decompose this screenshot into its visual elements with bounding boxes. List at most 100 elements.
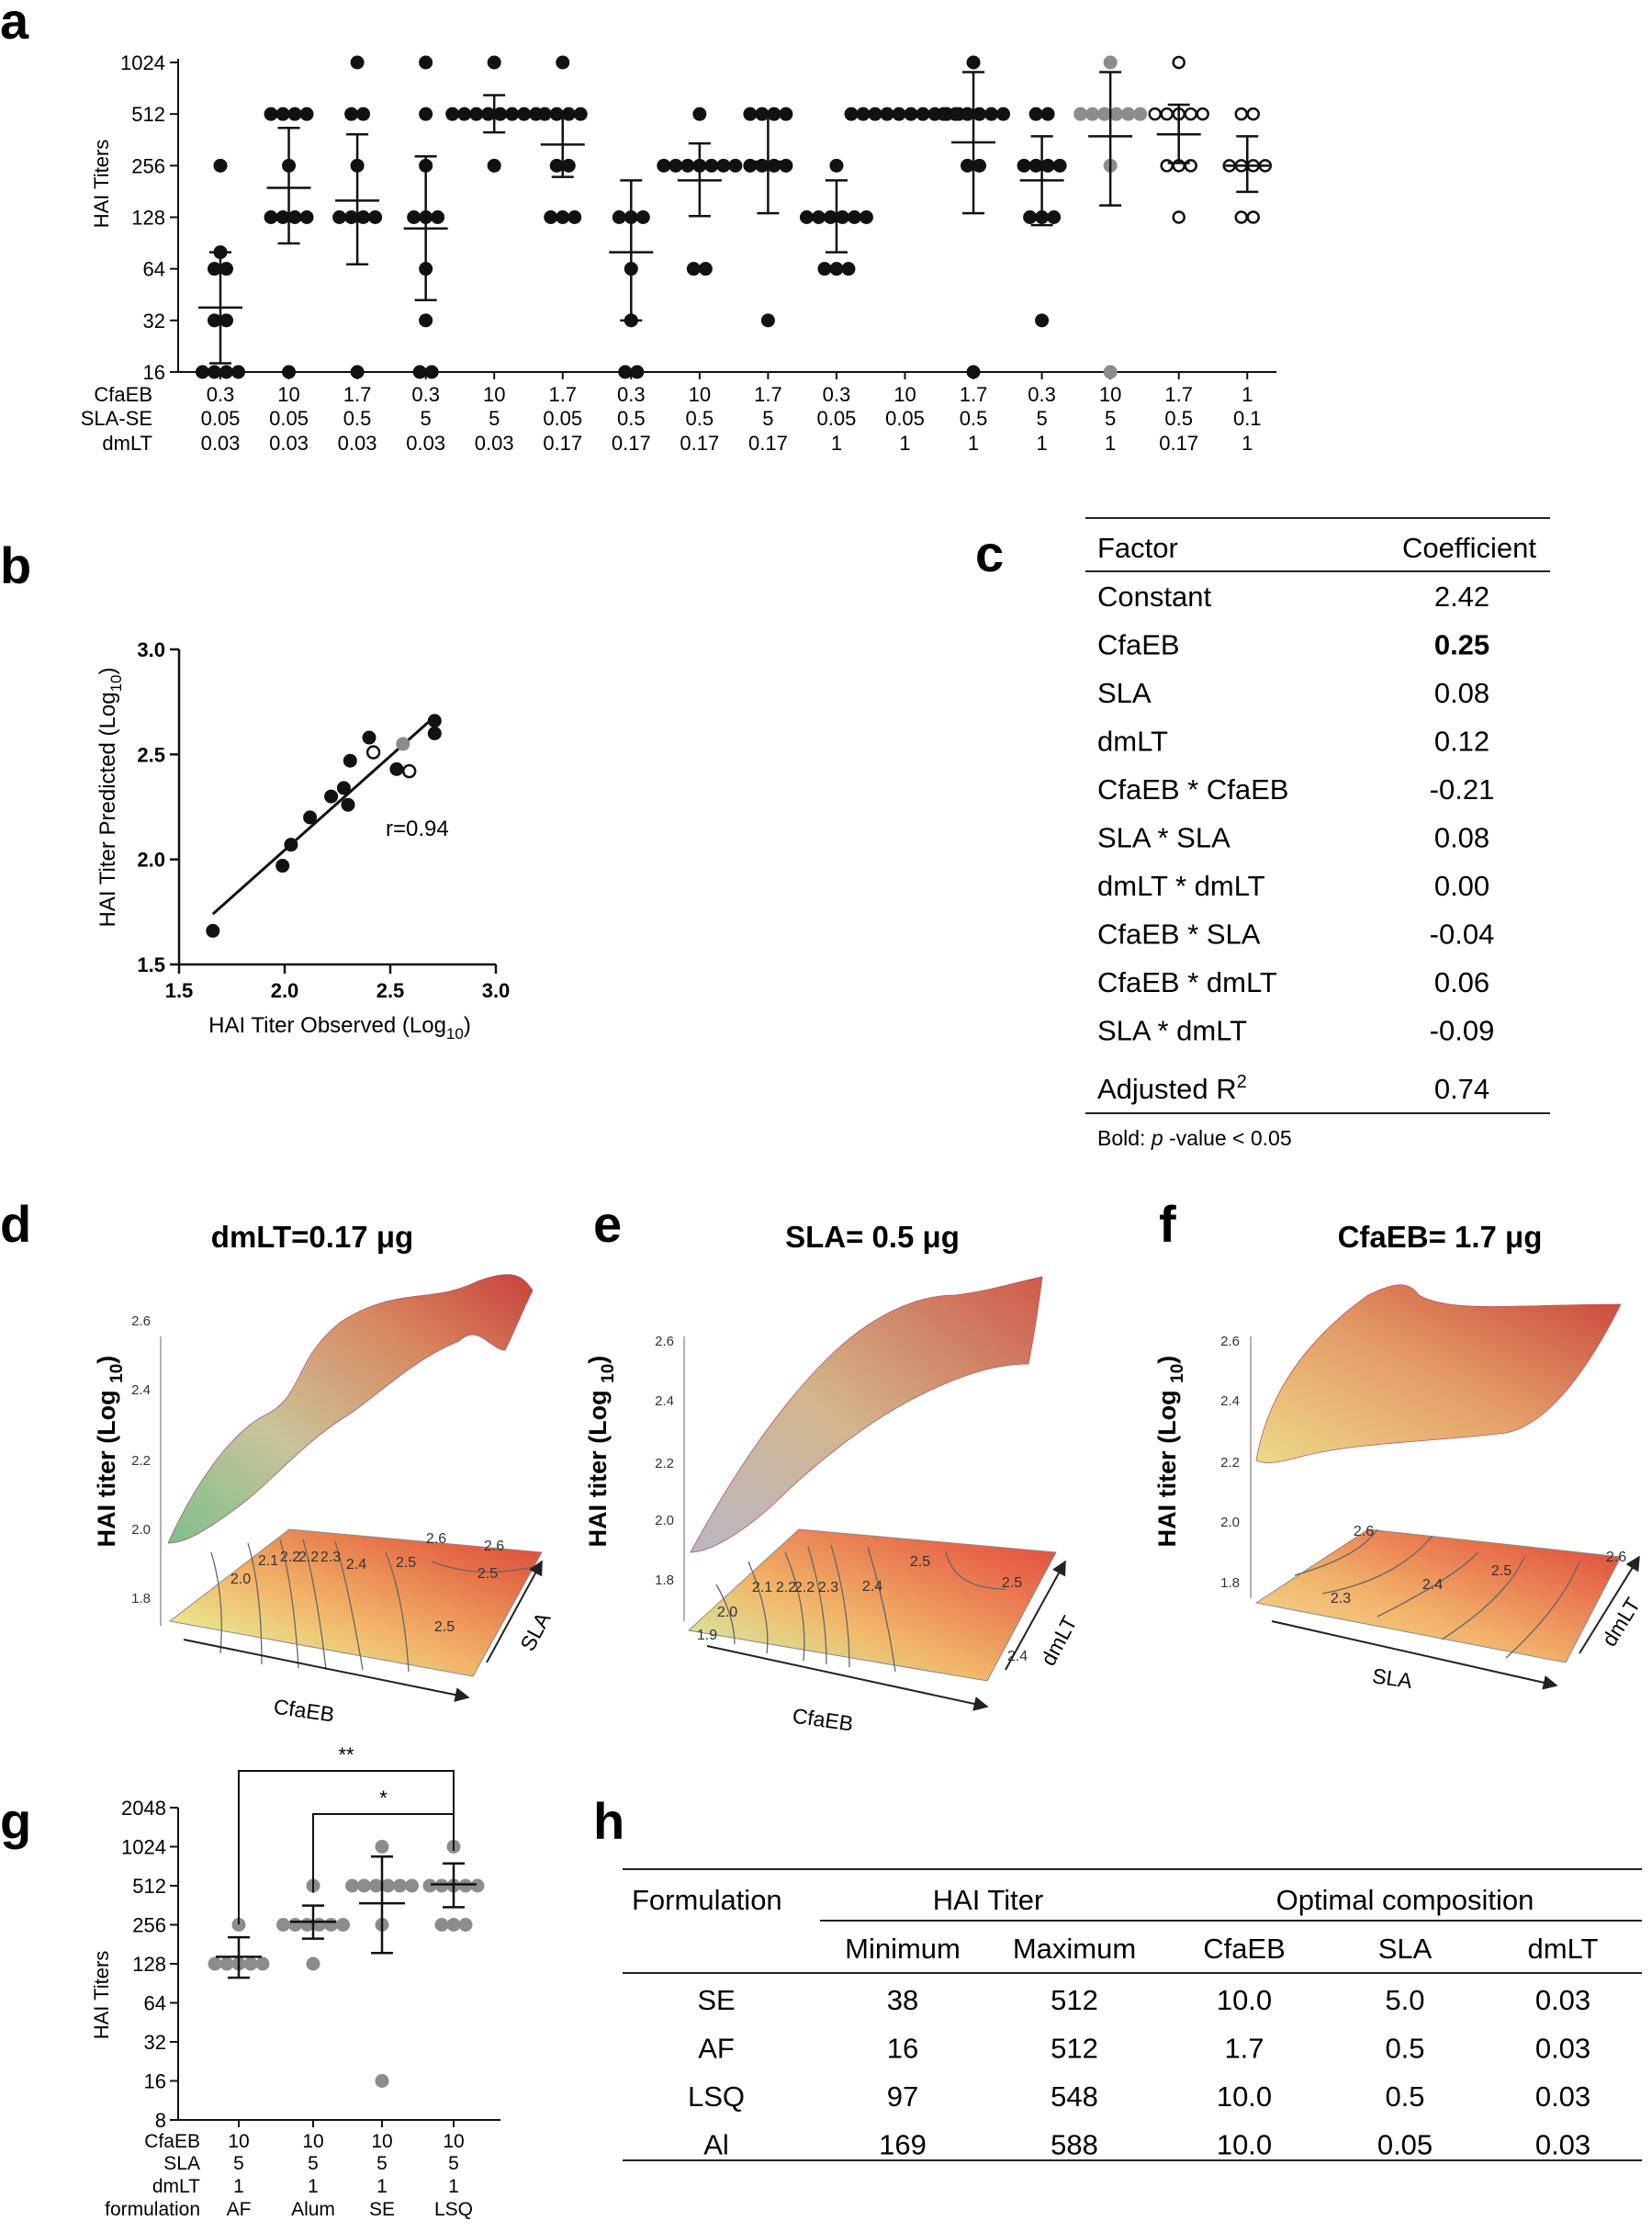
panel-a-point: [208, 313, 221, 328]
panel-a-point: [1052, 158, 1067, 173]
panel-a-sla-value: 5: [762, 407, 773, 430]
panel-d-contour-label: 2.5: [434, 1619, 455, 1635]
panel-b-point: [362, 730, 376, 745]
panel-d-title: dmLT=0.17 μg: [211, 1220, 413, 1254]
table-c-factor-cell: SLA * dmLT: [1097, 1015, 1247, 1047]
panel-d-x-arrow: [183, 1639, 470, 1702]
table-h-value-cell: 512: [1051, 1984, 1098, 2016]
panel-a-cfaeb-value: 1: [1242, 383, 1253, 406]
panel-f-contour-label: 2.6: [1606, 1550, 1626, 1565]
panel-a-point: [561, 158, 576, 173]
panel-g-ytick-label: 512: [132, 1875, 166, 1898]
panel-g-ytick-label: 128: [132, 1953, 166, 1976]
table-c-coefficient-cell: -0.21: [1430, 773, 1495, 806]
panel-g-dmlt-value: 1: [376, 2176, 388, 2197]
panel-a-scatter: HAI Titers 1632641282565121024CfaEBSLA-S…: [81, 51, 1276, 455]
panel-a-point: [457, 107, 472, 121]
panel-f-ztick-label: 2.0: [1220, 1515, 1240, 1530]
table-c-coefficient-cell: 0.06: [1434, 966, 1489, 998]
panel-a-point: [412, 365, 427, 379]
panel-a-dmlt-value: 0.17: [748, 432, 788, 455]
panel-g-ytick-label: 16: [144, 2070, 166, 2093]
table-c-factor-cell: CfaEB: [1097, 629, 1180, 661]
panel-label-b: b: [0, 536, 31, 594]
panel-a-point: [692, 107, 707, 121]
panel-a-point: [208, 365, 221, 379]
panel-a-point: [419, 107, 433, 121]
panel-a-point: [1184, 107, 1197, 121]
table-h-formulation-cell: LSQ: [688, 2080, 745, 2113]
panel-a-point: [1133, 107, 1148, 121]
panel-f-contour-lines: [1294, 1528, 1580, 1659]
panel-a-ytick-label: 64: [143, 258, 165, 281]
panel-g-significance-bracket: [238, 1770, 455, 1925]
panel-f-ylabel: dmLT: [1597, 1594, 1645, 1651]
table-c-factor-cell: Constant: [1097, 581, 1211, 613]
panel-d-contour-label: 2.2: [298, 1550, 319, 1565]
panel-b-point: [324, 789, 339, 804]
panel-a-row-label: SLA-SE: [81, 407, 152, 430]
panel-d-contour-label: 2.2: [280, 1550, 300, 1565]
table-h-formulation-cell: SE: [697, 1984, 735, 2016]
panel-a-point: [984, 107, 999, 121]
panel-e-contour-labels: 1.92.02.1 2.22.2 2.3 2.42.52.52.4: [697, 1554, 1028, 1664]
panel-g-cfaeb-value: 10: [228, 2131, 249, 2152]
panel-g-marks: ***: [208, 1743, 485, 2088]
panel-g-point: [375, 1840, 389, 1854]
panel-f-ztick-label: 2.2: [1220, 1455, 1240, 1471]
panel-e-contour-label: 2.2: [776, 1580, 796, 1595]
panel-a-point: [287, 107, 302, 121]
panel-a-point: [669, 158, 683, 173]
panel-a-point: [350, 55, 365, 70]
panel-g-sla-value: 5: [233, 2153, 244, 2174]
panel-a-point: [219, 262, 233, 276]
panel-a-point: [1196, 107, 1209, 121]
table-c-factor-cell: CfaEB * CfaEB: [1097, 773, 1288, 806]
panel-e-zlabel: HAI titer (Log 10): [584, 1356, 618, 1548]
panel-label-a: a: [0, 0, 29, 50]
panel-a-point: [487, 55, 501, 70]
panel-a-point: [282, 365, 297, 379]
panel-a-point: [1172, 55, 1186, 70]
panel-b-point: [341, 797, 355, 812]
panel-a-point: [859, 210, 873, 224]
table-h-value-cell: 10.0: [1217, 2080, 1272, 2113]
panel-e-contour-label: 2.2: [794, 1580, 815, 1595]
panel-a-sla-value: 5: [489, 407, 500, 430]
table-h-value-cell: 1.7: [1224, 2033, 1264, 2065]
panel-a-point: [1160, 107, 1174, 121]
panel-d-ztick-label: 2.6: [131, 1313, 151, 1329]
table-h-value-cell: 169: [879, 2129, 927, 2161]
panel-a-point: [966, 365, 981, 379]
table-c-coefficient-cell: 0.08: [1434, 822, 1489, 854]
panel-g-point: [276, 1918, 290, 1932]
panel-a-dmlt-value: 0.03: [406, 432, 445, 455]
panel-e-contour-label: 2.3: [818, 1580, 838, 1595]
panel-g-point: [306, 1956, 320, 1971]
panel-g-point: [369, 1878, 383, 1893]
panel-e-y-arrow: [1005, 1560, 1066, 1671]
panel-a-sla-value: 0.5: [960, 407, 988, 430]
panel-a-point: [961, 158, 975, 173]
table-c-factor-cell: dmLT: [1097, 726, 1168, 758]
panel-b-point: [427, 714, 442, 728]
panel-a-point: [937, 107, 951, 121]
panel-f-ztick-label: 2.6: [1220, 1334, 1240, 1349]
panel-b-ytick-label: 3.0: [137, 638, 165, 661]
table-c-factor-cell: CfaEB * dmLT: [1097, 966, 1277, 998]
panel-g-point: [393, 1878, 407, 1893]
panel-d-ztick-label: 2.0: [131, 1522, 151, 1538]
panel-a-point: [264, 107, 278, 121]
panel-f-zlabel: HAI titer (Log 10): [1153, 1356, 1187, 1548]
panel-f-contour-label: 2.5: [1491, 1563, 1512, 1579]
table-c-coefficient-cell: -0.09: [1430, 1015, 1495, 1047]
panel-g-significance-label: **: [338, 1743, 354, 1766]
panel-f-contour-label: 2.3: [1331, 1591, 1351, 1606]
panel-e-contour-label: 2.0: [717, 1605, 737, 1620]
panel-a-point: [487, 158, 501, 173]
panel-a-cfaeb-value: 10: [277, 383, 299, 406]
panel-b-point: [206, 923, 220, 938]
panel-a-point: [332, 210, 347, 224]
panel-a-point: [573, 107, 588, 121]
table-c-rows: Constant 2.42 CfaEB 0.25 SLA 0.08 dmLT 0.12 CfaE…: [1097, 581, 1494, 1047]
